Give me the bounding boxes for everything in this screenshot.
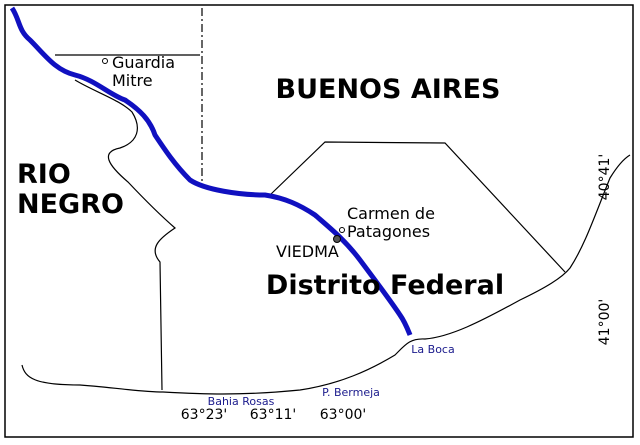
coast-label: Bahia Rosas (208, 395, 275, 408)
coast-label: La Boca (411, 343, 454, 356)
place-label: Patagones (347, 222, 430, 241)
district-border (74, 79, 176, 391)
place-label: Mitre (112, 71, 153, 90)
region-label: RIO (17, 159, 71, 190)
latitude-label: 40°41' (597, 154, 613, 200)
place-label: Carmen de (347, 204, 435, 223)
latitude-label: 41°00' (597, 299, 613, 345)
region-label: NEGRO (17, 189, 124, 220)
district-border (269, 141, 566, 273)
region-label: Distrito Federal (266, 270, 504, 301)
place-marker (333, 235, 341, 243)
region-label: BUENOS AIRES (276, 74, 501, 105)
longitude-label: 63°11' (250, 407, 296, 423)
boundaries (21, 8, 631, 395)
coast-label: P. Bermeja (322, 386, 380, 399)
place-marker (102, 58, 108, 64)
longitude-label: 63°23' (181, 407, 227, 423)
place-marker (339, 227, 345, 233)
coastline (21, 154, 631, 395)
river (9, 6, 413, 336)
place-label: Guardia (112, 53, 175, 72)
longitude-label: 63°00' (320, 407, 366, 423)
place-label: VIEDMA (276, 242, 339, 261)
